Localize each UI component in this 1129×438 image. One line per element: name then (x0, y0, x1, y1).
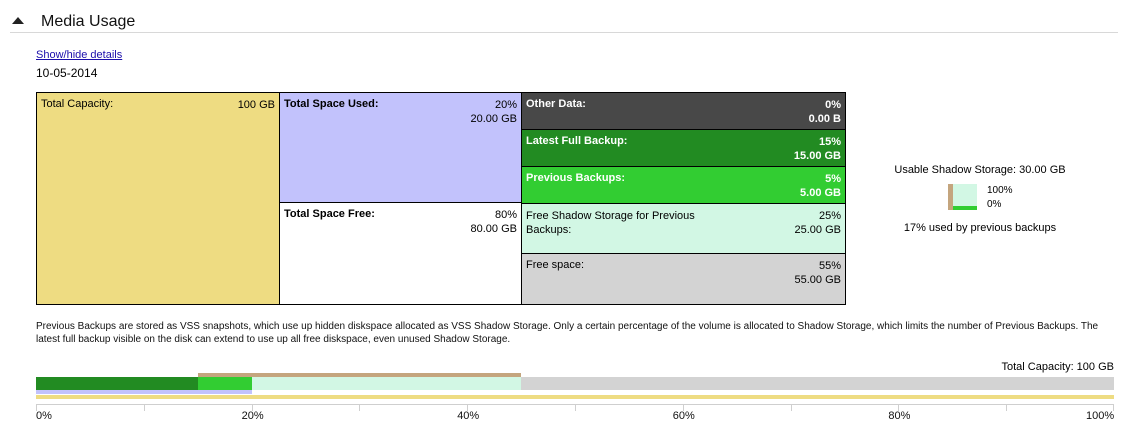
axis-tick (898, 405, 900, 411)
axis-tick (1006, 405, 1008, 411)
gauge-min-label: 0% (987, 199, 1002, 210)
other-data-label: Other Data: (526, 98, 586, 110)
free-space-values: 55% 55.00 GB (795, 259, 841, 287)
axis-tick (575, 405, 576, 411)
show-hide-details-link[interactable]: Show/hide details (36, 49, 123, 61)
latest-full-backup-amount: 15.00 GB (793, 150, 841, 162)
previous-backups-percent: 5% (825, 173, 841, 185)
free-shadow-storage-values: 25% 25.00 GB (795, 209, 841, 237)
axis-tick (790, 405, 792, 411)
other-data-amount: 0.00 B (808, 113, 841, 125)
total-capacity-cell: Total Capacity: 100 GB (37, 93, 280, 304)
axis-tick (143, 405, 145, 411)
total-capacity-label: Total Capacity: (41, 98, 114, 110)
previous-backups-values: 5% 5.00 GB (800, 172, 841, 200)
previous-backups-amount: 5.00 GB (800, 187, 841, 199)
usage-grid: Total Capacity: 100 GB Total Space Used:… (36, 92, 846, 305)
total-used-percent: 20% (494, 99, 517, 111)
total-free-cell: Total Space Free: 80% 80.00 GB (280, 203, 522, 304)
latest-full-backup-label: Latest Full Backup: (526, 135, 628, 147)
total-free-percent: 80% (494, 209, 517, 221)
axis-tick (1113, 405, 1114, 411)
axis-tick (467, 405, 469, 411)
shadow-storage-gauge-free (953, 184, 977, 210)
free-shadow-storage-percent: 25% (818, 210, 841, 222)
gauge-max-label: 100% (987, 185, 1013, 196)
free-shadow-storage-amount: 25.00 GB (794, 224, 841, 236)
usage-bar-total-label: Total Capacity: 100 GB (1001, 361, 1114, 373)
latest-full-backup-cell: Latest Full Backup: 15% 15.00 GB (522, 130, 845, 167)
free-space-amount: 55.00 GB (794, 274, 841, 286)
usage-bar-used-line (36, 390, 252, 394)
free-space-label: Free space: (526, 259, 585, 271)
total-free-values: 80% 80.00 GB (471, 208, 517, 236)
usage-bar-latest-full (36, 377, 198, 390)
axis-tick (251, 405, 253, 411)
axis-tick-label: 40% (457, 410, 480, 422)
section-header: Media Usage (10, 10, 1118, 33)
shadow-storage-title: Usable Shadow Storage: 30.00 GB (894, 164, 1066, 176)
total-capacity-value: 100 GB (237, 99, 275, 111)
description-text: Previous Backups are stored as VSS snaps… (36, 321, 1099, 345)
total-used-label: Total Space Used: (284, 98, 379, 110)
latest-full-backup-percent: 15% (818, 136, 841, 148)
shadow-storage-note: 17% used by previous backups (903, 222, 1057, 234)
shadow-storage-gauge (948, 184, 977, 210)
latest-full-backup-values: 15% 15.00 GB (794, 135, 841, 163)
shadow-storage-panel: Usable Shadow Storage: 30.00 GB 100% 0% … (880, 160, 1080, 240)
axis-tick-label: 0% (36, 410, 52, 422)
usage-bar-free-shadow (251, 377, 522, 390)
report-date: 10-05-2014 (36, 66, 98, 80)
total-used-values: 20% 20.00 GB (471, 98, 517, 126)
axis-tick (682, 405, 684, 411)
previous-backups-label: Previous Backups: (526, 172, 626, 184)
axis-tick-label: 60% (672, 410, 695, 422)
usage-bar-capacity-line (36, 395, 1114, 399)
other-data-cell: Other Data: 0% 0.00 B (522, 93, 845, 130)
total-free-label: Total Space Free: (284, 208, 375, 220)
free-shadow-storage-label: Free Shadow Storage for Previous Backups… (526, 210, 695, 236)
total-used-amount: 20.00 GB (470, 113, 517, 125)
total-used-cell: Total Space Used: 20% 20.00 GB (280, 93, 522, 203)
usage-bar-free-space (521, 377, 1114, 390)
total-free-amount: 80.00 GB (470, 223, 517, 235)
axis-tick-label: 20% (241, 410, 264, 422)
other-data-values: 0% 0.00 B (809, 98, 841, 126)
usage-bar (36, 373, 1114, 403)
axis-tick-label: 80% (888, 410, 911, 422)
usage-bar-axis (36, 404, 1114, 414)
axis-tick-label: 100% (1086, 410, 1115, 422)
axis-tick (36, 405, 37, 411)
usage-bar-previous (197, 377, 252, 390)
section-title: Media Usage (41, 13, 136, 30)
free-shadow-storage-cell: Free Shadow Storage for Previous Backups… (522, 204, 845, 254)
other-data-percent: 0% (825, 99, 841, 111)
previous-backups-cell: Previous Backups: 5% 5.00 GB (522, 167, 845, 204)
usage-bar-shadow-storage (197, 373, 522, 377)
shadow-storage-gauge-used (953, 206, 977, 210)
axis-tick (359, 405, 361, 411)
free-space-cell: Free space: 55% 55.00 GB (522, 254, 845, 304)
free-space-percent: 55% (818, 260, 841, 272)
triangle-up-icon[interactable] (12, 17, 24, 24)
